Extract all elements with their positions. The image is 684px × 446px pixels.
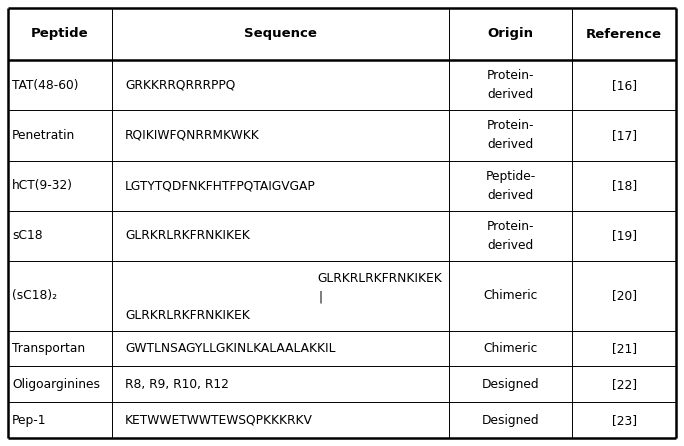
Text: LGTYTQDFNKFHTFPQTAIGVGAP: LGTYTQDFNKFHTFPQTAIGVGAP — [125, 179, 316, 192]
Text: Peptide-
derived: Peptide- derived — [486, 169, 536, 202]
Text: Designed: Designed — [482, 378, 540, 391]
Text: [16]: [16] — [611, 78, 637, 91]
Text: Protein-
derived: Protein- derived — [487, 120, 534, 151]
Text: TAT(48-60): TAT(48-60) — [12, 78, 79, 91]
Text: [21]: [21] — [611, 342, 637, 355]
Text: hCT(9-32): hCT(9-32) — [12, 179, 73, 192]
Text: GWTLNSAGYLLGKINLKALAALAKKIL: GWTLNSAGYLLGKINLKALAALAKKIL — [125, 342, 336, 355]
Text: Penetratin: Penetratin — [12, 129, 75, 142]
Text: GLRKRLRKFRNKIKEK: GLRKRLRKFRNKIKEK — [125, 229, 250, 243]
Text: Sequence: Sequence — [244, 28, 317, 41]
Text: Peptide: Peptide — [31, 28, 89, 41]
Text: Protein-
derived: Protein- derived — [487, 69, 534, 101]
Text: [19]: [19] — [611, 229, 637, 243]
Text: Designed: Designed — [482, 413, 540, 427]
Text: [23]: [23] — [611, 413, 637, 427]
Text: (sC18)₂: (sC18)₂ — [12, 289, 57, 302]
Text: GRKKRRQRRRPPQ: GRKKRRQRRRPPQ — [125, 78, 235, 91]
Text: RQIKIWFQNRRMKWKK: RQIKIWFQNRRMKWKK — [125, 129, 260, 142]
Text: [18]: [18] — [611, 179, 637, 192]
Text: Oligoarginines: Oligoarginines — [12, 378, 100, 391]
Text: Pep-1: Pep-1 — [12, 413, 47, 427]
Text: Chimeric: Chimeric — [484, 289, 538, 302]
Text: Origin: Origin — [488, 28, 534, 41]
Text: [22]: [22] — [611, 378, 637, 391]
Text: [17]: [17] — [611, 129, 637, 142]
Text: GLRKRLRKFRNKIKEK: GLRKRLRKFRNKIKEK — [125, 309, 250, 322]
Text: GLRKRLRKFRNKIKEK: GLRKRLRKFRNKIKEK — [317, 272, 442, 285]
Text: Protein-
derived: Protein- derived — [487, 220, 534, 252]
Text: KETWWETWWTEWSQPKKKRKV: KETWWETWWTEWSQPKKKRKV — [125, 413, 313, 427]
Text: R8, R9, R10, R12: R8, R9, R10, R12 — [125, 378, 229, 391]
Text: Chimeric: Chimeric — [484, 342, 538, 355]
Text: Transportan: Transportan — [12, 342, 86, 355]
Text: Reference: Reference — [586, 28, 662, 41]
Text: [20]: [20] — [611, 289, 637, 302]
Text: |: | — [319, 291, 323, 304]
Text: sC18: sC18 — [12, 229, 43, 243]
